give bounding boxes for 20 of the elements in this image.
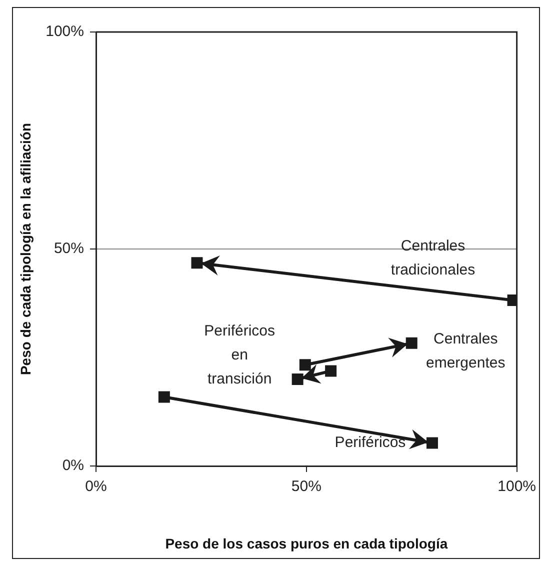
- annotation: Centrales emergentes: [426, 330, 506, 372]
- point: [191, 257, 203, 269]
- point: [406, 337, 418, 349]
- point: [299, 359, 311, 371]
- x-tick-label: 0%: [85, 478, 107, 496]
- x-tick-label: 50%: [291, 478, 322, 496]
- y-tick-label: 0%: [62, 457, 84, 474]
- point: [292, 373, 304, 385]
- point: [507, 294, 517, 306]
- y-axis-title: Peso de cada tipología en la afiliación: [17, 122, 34, 376]
- point: [158, 391, 170, 403]
- x-tick-label: 100%: [498, 478, 536, 496]
- x-axis-title: Peso de los casos puros en cada tipología: [165, 535, 448, 552]
- annotation: Periféricos en transición: [204, 322, 275, 388]
- y-tick-label: 100%: [46, 23, 84, 40]
- y-tick-label: 50%: [54, 240, 84, 258]
- annotation: Centrales tradicionales: [390, 237, 476, 278]
- annotation: Periféricos: [334, 434, 406, 452]
- point: [325, 365, 337, 377]
- point: [426, 437, 438, 449]
